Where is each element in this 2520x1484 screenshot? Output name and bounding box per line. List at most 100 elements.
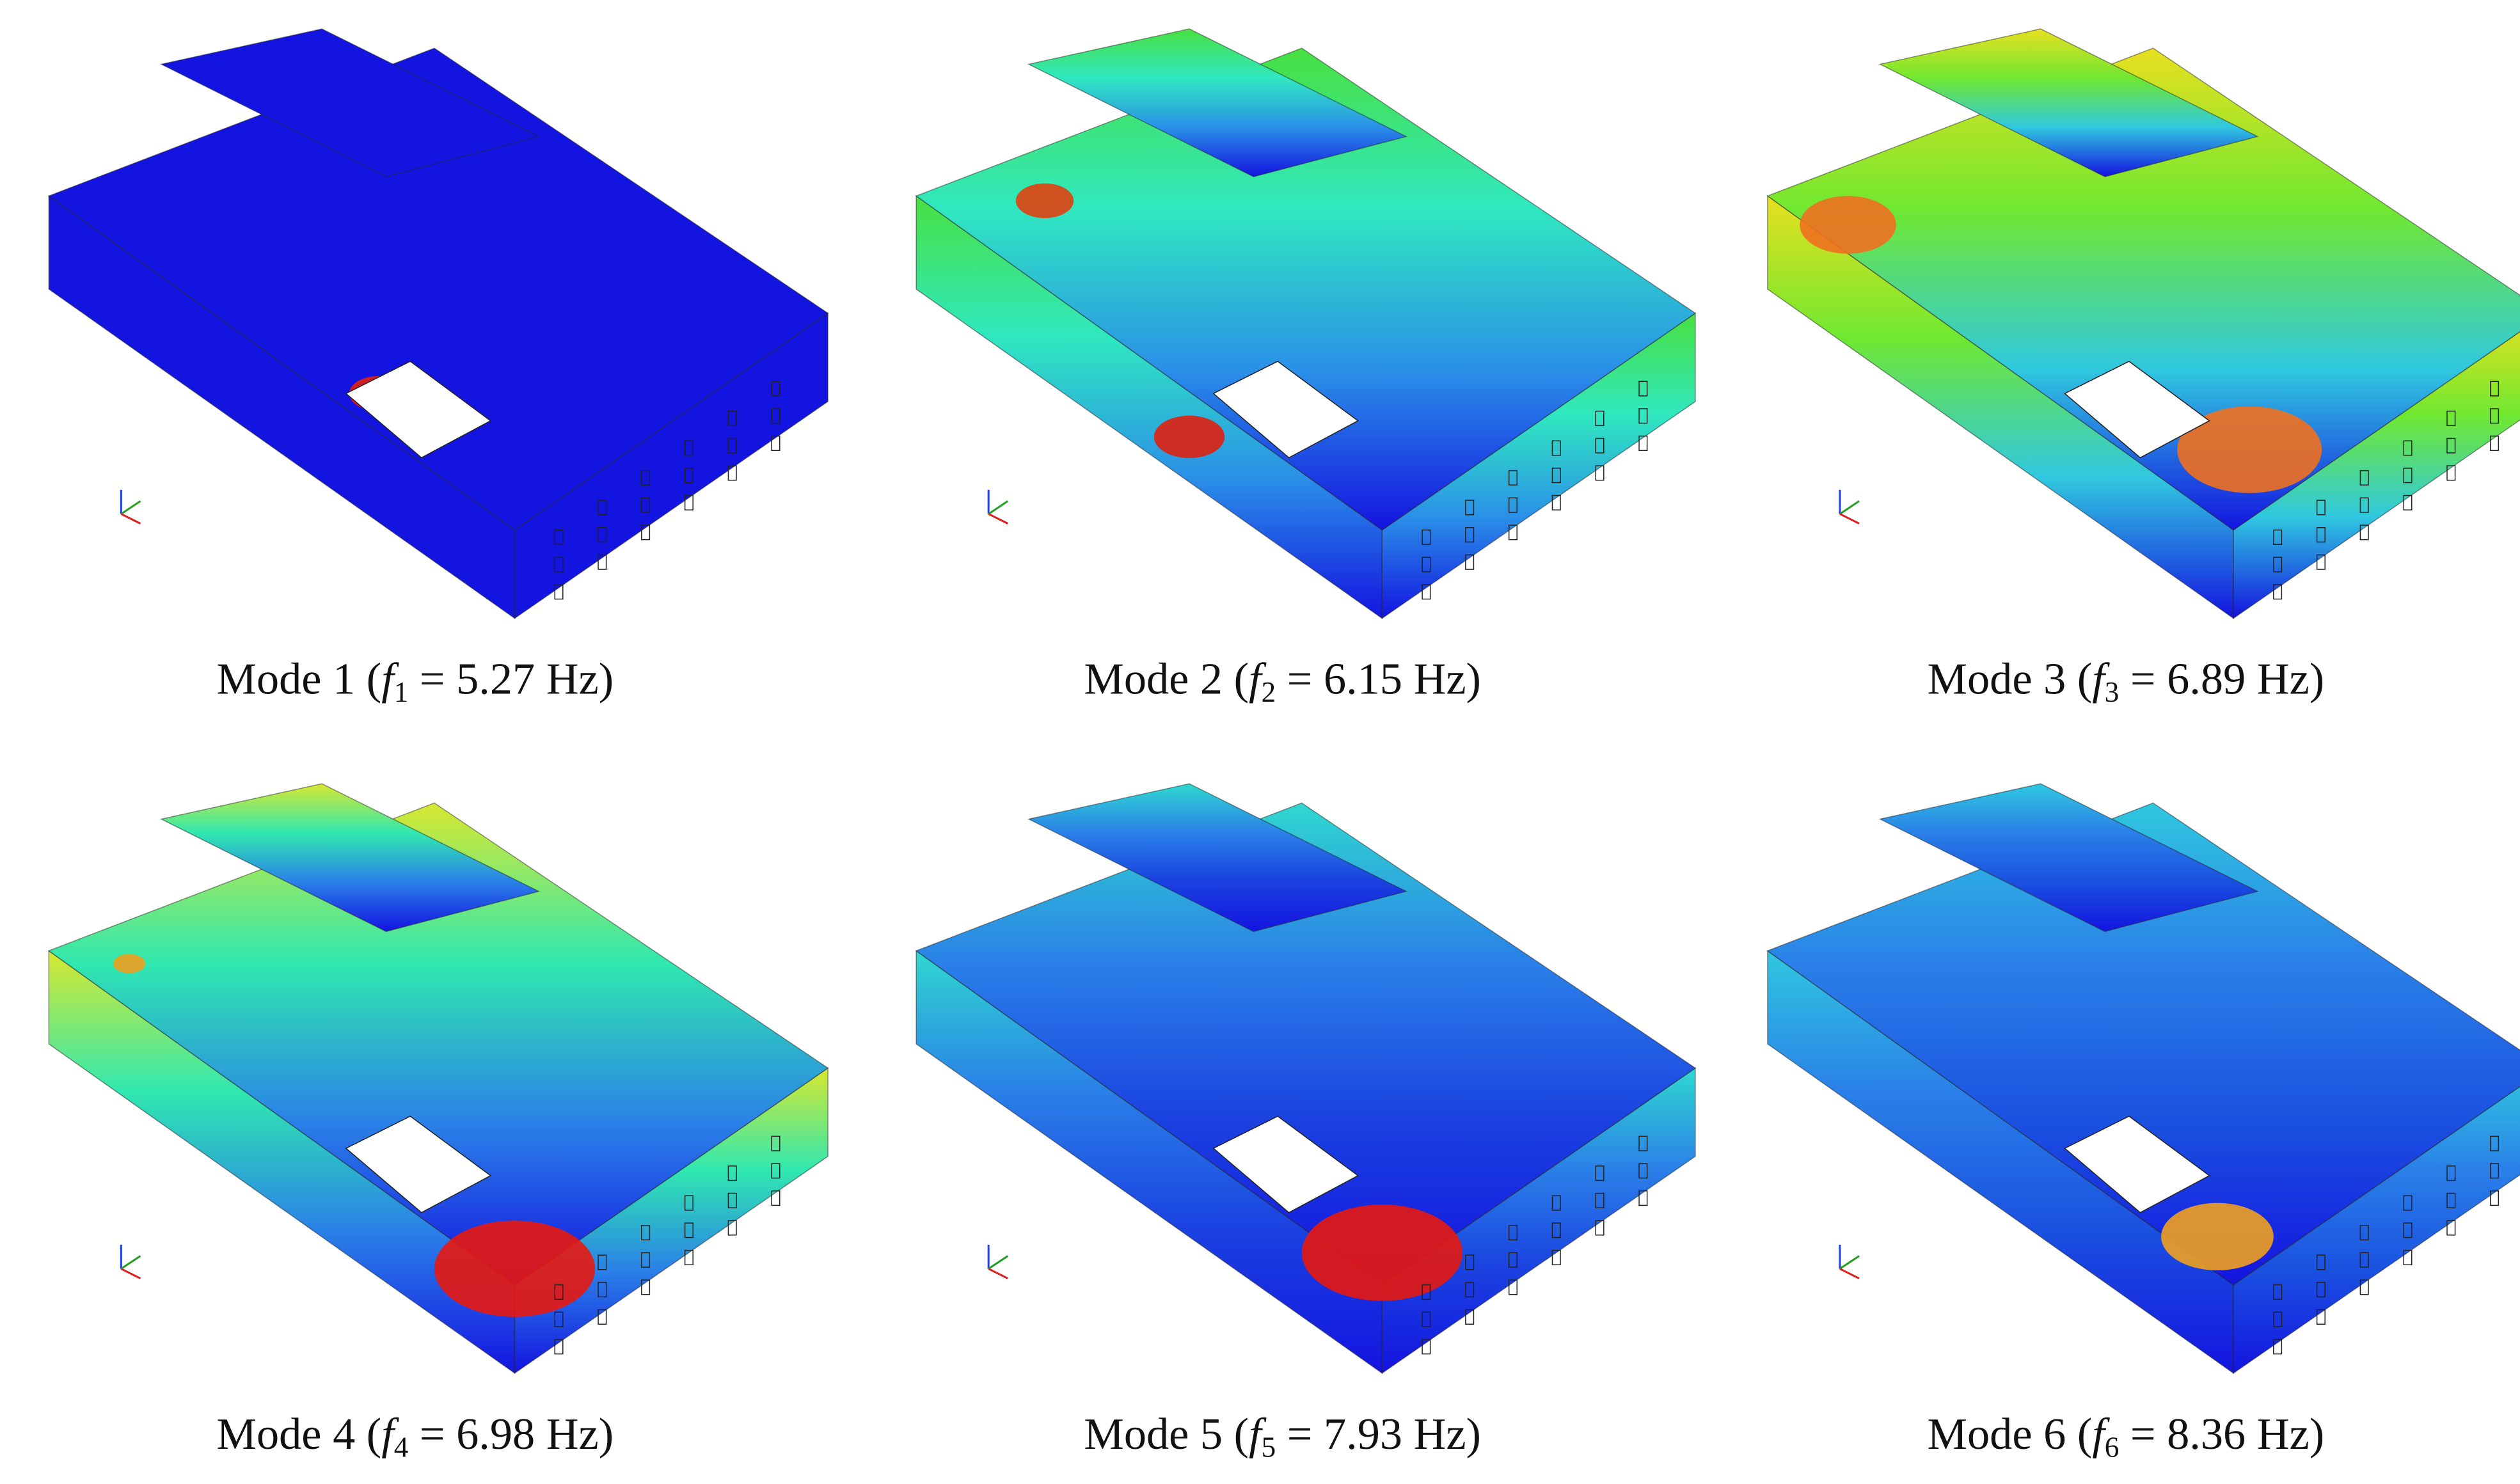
window	[2316, 500, 2326, 516]
window	[2446, 465, 2456, 481]
window	[771, 408, 781, 424]
window	[771, 435, 781, 452]
window	[684, 1249, 693, 1266]
window	[1551, 1222, 1561, 1238]
window	[2316, 554, 2326, 570]
window	[2446, 438, 2456, 454]
window	[1595, 1192, 1605, 1208]
window	[1508, 1252, 1518, 1268]
window	[684, 1195, 693, 1211]
displacement-hotspot	[1153, 415, 1225, 459]
window	[2316, 1282, 2326, 1298]
window	[1465, 1254, 1475, 1270]
window	[2403, 1195, 2413, 1211]
window	[2359, 1279, 2369, 1295]
axis-x	[120, 513, 141, 525]
window	[1551, 440, 1561, 456]
window	[2273, 584, 2283, 600]
mode-panel: Mode 4 (f4 = 6.98 Hz)	[47, 783, 829, 1463]
window	[598, 554, 607, 570]
caption: Mode 3 (f3 = 6.89 Hz)	[1928, 654, 2325, 709]
window	[641, 525, 651, 541]
axis-y	[120, 500, 141, 515]
building-wing	[1878, 28, 2259, 177]
caption-subscript: 2	[1262, 676, 1276, 708]
window	[2446, 411, 2456, 427]
window	[727, 465, 737, 481]
caption: Mode 6 (f6 = 8.36 Hz)	[1928, 1409, 2325, 1464]
window	[2359, 470, 2369, 486]
axis-y	[1839, 500, 1860, 515]
courtyard	[1212, 1116, 1359, 1213]
window	[2316, 527, 2326, 543]
window	[2359, 1252, 2369, 1268]
window	[554, 1339, 564, 1355]
building-wing	[1027, 28, 1408, 177]
window	[1422, 556, 1431, 572]
window	[1595, 465, 1605, 481]
window	[1422, 1339, 1431, 1355]
window	[2403, 494, 2413, 510]
window	[1638, 408, 1648, 424]
window	[2316, 1309, 2326, 1325]
window	[554, 529, 564, 545]
caption-subscript: 3	[2105, 676, 2120, 708]
window	[1551, 1195, 1561, 1211]
window	[1465, 500, 1475, 516]
window	[598, 1309, 607, 1325]
window	[1595, 1165, 1605, 1181]
axis-x	[988, 513, 1008, 525]
building-wing	[1878, 783, 2259, 933]
window	[1465, 554, 1475, 570]
building-wing	[1027, 783, 1408, 933]
window	[2403, 440, 2413, 456]
caption-subscript: 5	[1262, 1431, 1276, 1463]
caption-suffix: = 5.27 Hz)	[408, 654, 614, 704]
displacement-hotspot	[113, 954, 145, 974]
window	[598, 1254, 607, 1270]
window	[1465, 1282, 1475, 1298]
caption-suffix: = 6.98 Hz)	[408, 1409, 614, 1459]
window	[771, 381, 781, 397]
courtyard	[345, 361, 492, 459]
window	[684, 468, 693, 484]
window	[727, 1220, 737, 1236]
window	[1595, 1220, 1605, 1236]
courtyard	[345, 1116, 492, 1213]
axis-y	[988, 500, 1009, 515]
window	[771, 1135, 781, 1151]
window	[1422, 529, 1431, 545]
building-wing	[159, 28, 541, 177]
window	[1465, 527, 1475, 543]
window	[2359, 497, 2369, 513]
window	[2490, 408, 2500, 424]
caption-subscript: 6	[2105, 1431, 2120, 1463]
window	[2273, 556, 2283, 572]
window	[598, 1282, 607, 1298]
window	[1422, 1311, 1431, 1327]
window	[771, 1190, 781, 1206]
window	[727, 411, 737, 427]
caption-prefix: Mode 3 (	[1928, 654, 2093, 704]
axis-y	[1839, 1255, 1860, 1270]
caption-subscript: 4	[394, 1431, 409, 1463]
axis-x	[988, 1268, 1008, 1279]
window	[2359, 525, 2369, 541]
displacement-hotspot	[1800, 196, 1896, 254]
window	[2273, 1311, 2283, 1327]
window	[1551, 1249, 1561, 1266]
displacement-hotspot	[2161, 1203, 2274, 1271]
window	[2490, 1163, 2500, 1179]
window	[727, 438, 737, 454]
caption-prefix: Mode 2 (	[1084, 654, 1249, 704]
window	[641, 470, 651, 486]
window	[1638, 435, 1648, 452]
window	[554, 1284, 564, 1300]
window	[1508, 525, 1518, 541]
window	[2273, 1339, 2283, 1355]
window	[2446, 1192, 2456, 1208]
window	[2273, 529, 2283, 545]
window	[771, 1163, 781, 1179]
window	[554, 1311, 564, 1327]
